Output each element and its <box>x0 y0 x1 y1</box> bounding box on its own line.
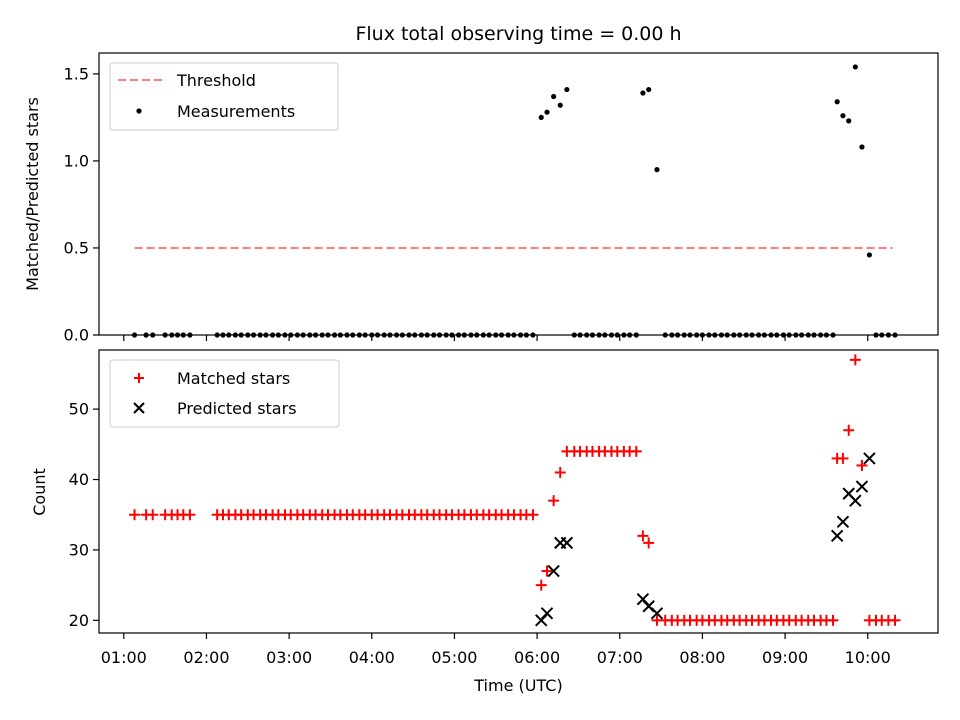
top-y-tick-label: 1.5 <box>64 64 89 83</box>
measurement-point <box>544 109 550 115</box>
predicted-star-point <box>540 607 554 620</box>
matched-star-point <box>129 509 141 521</box>
measurement-point <box>551 93 557 100</box>
predicted-star-point <box>560 536 574 550</box>
matched-star-point <box>630 445 642 457</box>
measurement-point <box>646 86 652 93</box>
measurement-point <box>538 114 544 121</box>
measurement-point <box>654 167 660 173</box>
bottom-x-tick-label: 07:00 <box>597 648 643 667</box>
bottom-panel-y-ticks: 20 30 40 50 <box>69 400 99 630</box>
matched-star-point <box>837 452 849 464</box>
chart-title: Flux total observing time = 0.00 h <box>355 23 681 45</box>
top-panel-frame <box>98 52 939 336</box>
legend-predicted-label: Predicted stars <box>177 399 297 418</box>
bottom-panel-marks <box>129 354 901 627</box>
bottom-y-tick-label: 50 <box>69 400 89 419</box>
bottom-x-tick-label: 10:00 <box>845 648 891 667</box>
legend-matched-swatch <box>134 373 144 383</box>
legend-measurements-label: Measurements <box>177 102 295 121</box>
measurement-point <box>840 113 846 119</box>
matched-star-point <box>541 565 553 577</box>
bottom-x-tick-label: 02:00 <box>183 648 229 667</box>
top-legend-box <box>109 62 339 131</box>
bottom-x-axis-label: Time (UTC) <box>473 676 562 695</box>
bottom-y-tick-label: 40 <box>69 470 89 489</box>
predicted-star-point <box>547 564 560 578</box>
legend-matched-label: Matched stars <box>177 369 290 388</box>
measurement-point <box>557 102 563 108</box>
top-panel-y-ticks: 0.0 0.5 1.0 1.5 <box>64 64 99 345</box>
bottom-x-tick-label: 04:00 <box>349 648 395 667</box>
bottom-x-tick-label: 05:00 <box>431 648 477 667</box>
bottom-legend: Matched stars Predicted stars <box>109 359 340 428</box>
predicted-star-point <box>855 480 869 493</box>
bottom-panel-x-ticks: 01:00 02:00 03:00 04:00 05:00 06:00 07:00 08:00… <box>101 633 891 667</box>
matched-star-point <box>637 530 649 542</box>
bottom-y-axis-label: Count <box>30 468 49 516</box>
matched-star-point <box>548 495 560 507</box>
bottom-panel-frame <box>98 349 939 634</box>
top-y-tick-label: 1.0 <box>64 151 89 170</box>
top-y-tick-label: 0.5 <box>64 238 89 257</box>
measurement-point <box>866 252 872 258</box>
measurement-point <box>834 99 840 105</box>
matched-star-point <box>527 509 539 521</box>
bottom-x-tick-label: 03:00 <box>266 648 312 667</box>
measurement-point <box>859 144 865 150</box>
matched-star-point <box>843 424 855 436</box>
bottom-x-tick-label: 08:00 <box>679 648 725 667</box>
matched-star-point <box>827 614 839 626</box>
legend-predicted-swatch <box>133 402 145 414</box>
top-panel-x-ticks <box>123 335 869 341</box>
top-panel: 0.0 0.5 1.0 1.5 Matched/Predicted stars Thr… <box>23 52 939 345</box>
bottom-legend-box <box>109 359 340 428</box>
matched-star-point <box>643 537 655 549</box>
matched-star-point <box>554 466 566 478</box>
matched-star-point <box>849 354 861 366</box>
predicted-star-point <box>836 515 850 528</box>
measurement-point <box>852 64 858 70</box>
matched-star-point <box>535 579 547 591</box>
predicted-star-point <box>830 529 844 543</box>
bottom-x-tick-label: 01:00 <box>101 648 147 667</box>
matched-star-point <box>856 459 868 471</box>
measurement-point <box>846 118 852 124</box>
top-y-axis-label: Matched/Predicted stars <box>23 97 42 291</box>
predicted-star-point <box>849 494 862 507</box>
bottom-y-tick-label: 30 <box>69 540 89 559</box>
top-legend: Threshold Measurements <box>109 62 339 131</box>
legend-threshold-label: Threshold <box>176 71 256 90</box>
matched-star-point <box>184 509 196 521</box>
legend-measurements-swatch <box>136 108 142 114</box>
bottom-x-tick-label: 09:00 <box>762 648 808 667</box>
matched-star-point <box>147 509 159 521</box>
measurement-point <box>564 86 570 93</box>
predicted-star-point <box>650 607 664 620</box>
predicted-star-point <box>863 452 876 465</box>
matched-star-point <box>889 614 901 626</box>
bottom-y-tick-label: 20 <box>69 611 89 630</box>
bottom-x-tick-label: 06:00 <box>514 648 560 667</box>
top-y-tick-label: 0.0 <box>64 326 89 345</box>
measurement-point <box>640 90 646 96</box>
